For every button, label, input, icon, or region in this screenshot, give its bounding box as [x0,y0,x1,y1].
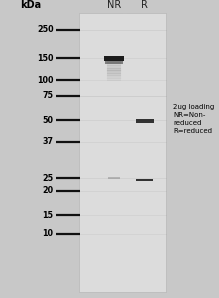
Text: 75: 75 [43,91,54,100]
Bar [88,13,92,292]
Text: 10: 10 [43,229,54,238]
Bar [114,13,118,292]
Bar [127,13,131,292]
Text: 250: 250 [37,25,54,34]
Text: 150: 150 [37,54,54,63]
Text: R: R [141,0,148,10]
Bar [149,13,153,292]
Bar [96,13,101,292]
Bar [83,13,88,292]
Bar [79,13,83,292]
Text: 25: 25 [42,174,54,183]
Bar [158,13,162,292]
Bar [108,177,120,179]
Bar [79,13,166,292]
Text: 37: 37 [43,137,54,146]
Bar [105,61,123,64]
Text: 20: 20 [42,186,54,195]
Text: 2ug loading
NR=Non-
reduced
R=reduced: 2ug loading NR=Non- reduced R=reduced [173,104,214,134]
Bar [123,13,127,292]
Bar [104,55,124,60]
Text: kDa: kDa [20,0,41,10]
Bar [162,13,166,292]
Text: 15: 15 [43,211,54,220]
Bar [153,13,158,292]
Bar [105,13,110,292]
Bar [136,13,140,292]
Bar [110,13,114,292]
Text: NR: NR [107,0,121,10]
Bar [118,13,123,292]
Bar [145,13,149,292]
Text: 50: 50 [43,116,54,125]
Bar [92,13,96,292]
Bar [136,119,154,123]
Bar [101,13,105,292]
Text: 100: 100 [37,76,54,85]
Bar [140,13,145,292]
Bar [131,13,136,292]
Bar [136,179,153,181]
